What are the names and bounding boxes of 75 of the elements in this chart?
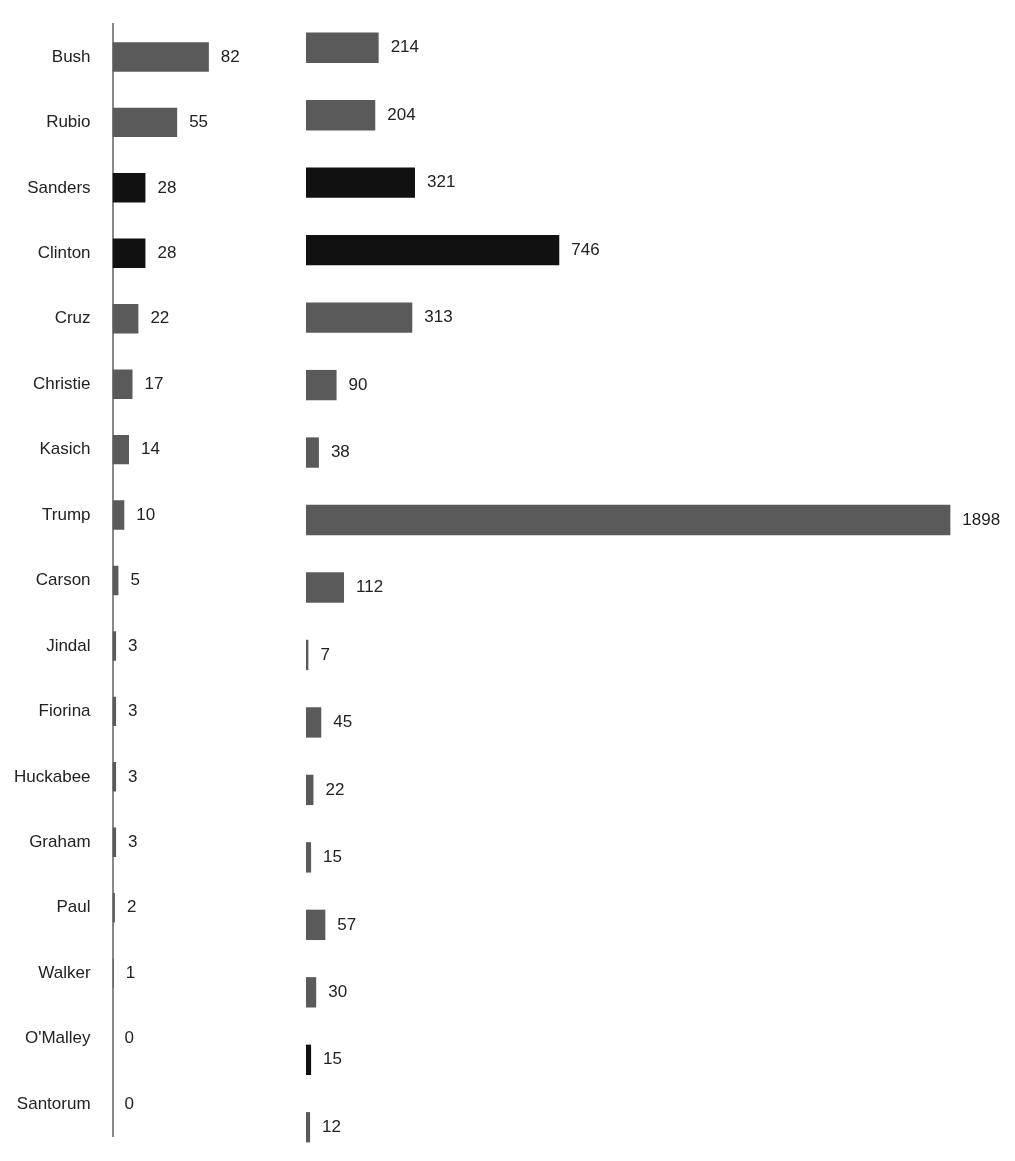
bar	[112, 303, 139, 334]
bar	[306, 572, 345, 603]
y-tick-label: Clinton	[37, 242, 91, 262]
y-tick-label: Walker	[38, 962, 91, 982]
data-label: 3	[128, 635, 138, 655]
data-label: 55	[189, 112, 209, 132]
data-label: 214	[390, 37, 420, 57]
data-label: 746	[571, 239, 600, 259]
data-label: 22	[150, 308, 170, 328]
y-tick-label: Carson	[35, 570, 91, 590]
bar	[306, 302, 413, 333]
y-tick-label: Rubio	[46, 112, 91, 132]
bar	[306, 100, 376, 131]
data-label: 7	[320, 644, 330, 664]
bar	[306, 909, 326, 941]
bar	[112, 42, 209, 72]
data-label: 3	[128, 831, 138, 851]
data-label: 313	[424, 307, 453, 327]
data-label: 0	[124, 1093, 135, 1113]
y-tick-label: Huckabee	[13, 766, 91, 786]
data-label: 22	[325, 779, 345, 799]
bar	[306, 1112, 311, 1143]
data-label: 38	[330, 442, 350, 462]
data-label: 3	[128, 766, 138, 786]
data-label: 14	[140, 439, 160, 459]
data-label: 204	[387, 104, 416, 124]
bar	[112, 434, 129, 465]
data-label: 10	[136, 504, 156, 524]
bar	[306, 842, 312, 873]
data-label: 12	[322, 1116, 341, 1136]
y-tick-label: Fiorina	[38, 701, 92, 721]
data-label: 321	[426, 172, 456, 192]
y-tick-label: Cruz	[54, 308, 91, 328]
data-label: 30	[328, 982, 348, 1002]
bar	[306, 369, 337, 401]
bar	[112, 500, 125, 530]
y-tick-label: Bush	[51, 46, 91, 66]
y-tick-label: O'Malley	[24, 1028, 92, 1048]
data-label: 28	[157, 242, 177, 262]
bar	[306, 977, 317, 1008]
y-tick-label: Santorum	[16, 1093, 91, 1113]
data-label: 1	[125, 962, 136, 982]
y-tick-label: Trump	[42, 504, 91, 524]
bar	[306, 504, 951, 536]
data-label: 5	[130, 570, 140, 590]
data-label: 90	[348, 374, 368, 394]
data-label: 112	[356, 577, 384, 597]
data-label: 17	[144, 373, 164, 393]
data-label: 45	[333, 712, 353, 732]
y-tick-label: Christie	[32, 373, 91, 393]
data-label: 0	[124, 1028, 135, 1048]
bar	[112, 107, 178, 138]
data-label: 15	[323, 1049, 343, 1069]
y-tick-label: Kasich	[39, 439, 91, 459]
y-tick-label: Paul	[56, 897, 91, 917]
y-tick-label: Graham	[29, 831, 91, 851]
y-tick-label: Sanders	[27, 177, 91, 197]
bar	[306, 774, 314, 806]
data-label: 2	[126, 897, 137, 917]
bar	[306, 32, 379, 63]
bar	[306, 707, 322, 738]
bar	[306, 167, 415, 198]
data-label: 15	[323, 847, 343, 867]
y-tick-label: Jindal	[46, 635, 91, 655]
bar	[306, 234, 560, 266]
data-label: 28	[157, 177, 177, 197]
bar	[112, 369, 133, 399]
bar	[112, 173, 146, 203]
bar	[112, 238, 146, 268]
data-label: 82	[220, 46, 240, 66]
data-label: 1898	[962, 509, 1001, 529]
bar	[306, 437, 319, 468]
bar	[306, 1044, 312, 1075]
data-label: 3	[128, 701, 138, 721]
data-label: 57	[337, 914, 357, 934]
